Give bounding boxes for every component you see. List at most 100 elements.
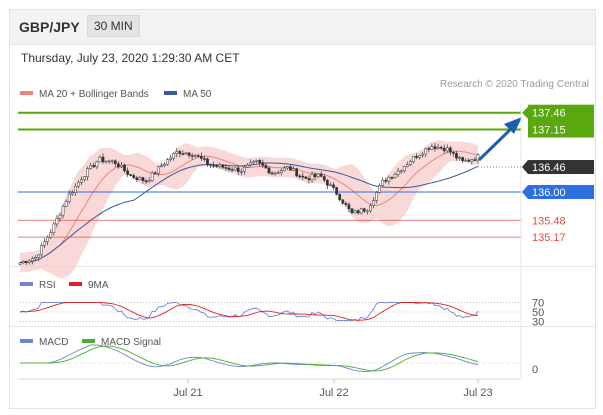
candle-body <box>430 146 434 150</box>
candle-body <box>37 254 40 258</box>
candle-body <box>326 180 329 186</box>
candle-body <box>436 146 440 149</box>
x-tick-label: Jul 23 <box>463 387 492 399</box>
credit-text: Research © 2020 Trading Central <box>439 79 589 90</box>
candle-body <box>98 156 102 163</box>
candle-body <box>369 205 372 212</box>
legend-swatch-icon <box>164 91 177 96</box>
candle-body <box>448 147 452 153</box>
resistance-tag-label-2: 137.15 <box>532 125 566 137</box>
candle-body <box>375 192 378 201</box>
date-line: Thursday, July 23, 2020 1:29:30 AM CET <box>21 51 240 65</box>
legend-ma20: MA 20 + Bollinger Bands <box>20 89 149 100</box>
candle-body <box>264 165 268 169</box>
candle-body <box>335 187 338 195</box>
rsi-9ma-line <box>19 301 479 321</box>
candle-body <box>67 193 71 202</box>
candle-body <box>120 164 123 168</box>
ma20-line <box>19 150 479 264</box>
candle-body <box>24 261 28 263</box>
candle-body <box>473 159 477 161</box>
candle-body <box>347 204 351 210</box>
candle-body <box>270 172 274 175</box>
candle-body <box>341 199 345 204</box>
candle-body <box>95 161 99 168</box>
candle-body <box>282 167 286 171</box>
candle-body <box>261 162 265 166</box>
legend-rsi: RSI <box>20 280 56 291</box>
candle-body <box>150 172 154 181</box>
candle-body <box>80 179 83 183</box>
candle-body <box>313 174 317 178</box>
candle-body <box>73 185 77 193</box>
candle-body <box>129 174 133 176</box>
candle-body <box>181 153 185 155</box>
current-tag-pointer <box>522 160 528 175</box>
forecast-arrowhead-icon <box>504 117 522 134</box>
candle-body <box>221 164 225 168</box>
candle-body <box>279 170 283 173</box>
candle-body <box>301 175 305 178</box>
candle-body <box>92 165 96 168</box>
candle-body <box>252 161 255 164</box>
candle-body <box>141 177 145 182</box>
candle-body <box>310 174 314 181</box>
candle-body <box>322 176 326 181</box>
ma50-line <box>19 162 479 264</box>
candle-body <box>156 166 160 174</box>
macd-tick-label: 0 <box>532 364 538 376</box>
rsi-tick-label: 30 <box>532 317 544 329</box>
candle-body <box>439 146 443 149</box>
candle-body <box>412 156 415 162</box>
candle-body <box>52 223 56 233</box>
candle-body <box>144 180 148 183</box>
legend-swatch-icon <box>20 91 33 96</box>
candle-body <box>295 168 298 177</box>
candle-body <box>190 155 194 157</box>
candle-body <box>433 146 437 149</box>
legend-swatch-icon <box>69 282 82 287</box>
x-tick-label: Jul 22 <box>319 387 348 399</box>
panel-divider-macd <box>10 326 595 327</box>
rsi-tick-label: 70 <box>532 297 544 309</box>
legend-macd-signal: MACD Signal <box>82 337 161 348</box>
candle-body <box>405 164 409 167</box>
candle-body <box>43 241 46 246</box>
candle-body <box>258 160 262 164</box>
candle-body <box>187 152 191 156</box>
candle-body <box>442 147 446 152</box>
candle-body <box>196 155 200 157</box>
candle-body <box>178 151 182 154</box>
candle-body <box>18 262 22 265</box>
rsi-tick-label: 50 <box>532 307 544 319</box>
candle-body <box>123 164 126 172</box>
candle-body <box>476 154 480 161</box>
legend-ma50: MA 50 <box>164 89 211 100</box>
candle-body <box>421 153 425 156</box>
candle-body <box>307 178 311 181</box>
candle-body <box>172 153 176 159</box>
candle-body <box>206 158 209 165</box>
candle-body <box>163 164 166 167</box>
candle-body <box>304 176 308 179</box>
candle-body <box>387 177 391 182</box>
candle-body <box>243 166 246 172</box>
candle-body <box>55 218 59 225</box>
candle-body <box>418 154 421 158</box>
candle-body <box>427 148 431 150</box>
candle-body <box>445 147 449 152</box>
candle-body <box>203 158 206 160</box>
forecast-arrow-line <box>477 124 516 162</box>
candle-body <box>209 164 212 166</box>
candle-body <box>193 155 197 157</box>
candle-body <box>224 167 228 169</box>
candle-body <box>233 167 237 171</box>
candle-body <box>30 258 34 262</box>
candle-body <box>89 165 93 169</box>
timeframe-button[interactable]: 30 MIN <box>87 15 140 37</box>
candle-body <box>86 168 89 177</box>
candle-body <box>239 171 243 173</box>
candle-body <box>298 175 302 178</box>
candle-body <box>160 165 163 168</box>
candle-body <box>415 156 418 158</box>
